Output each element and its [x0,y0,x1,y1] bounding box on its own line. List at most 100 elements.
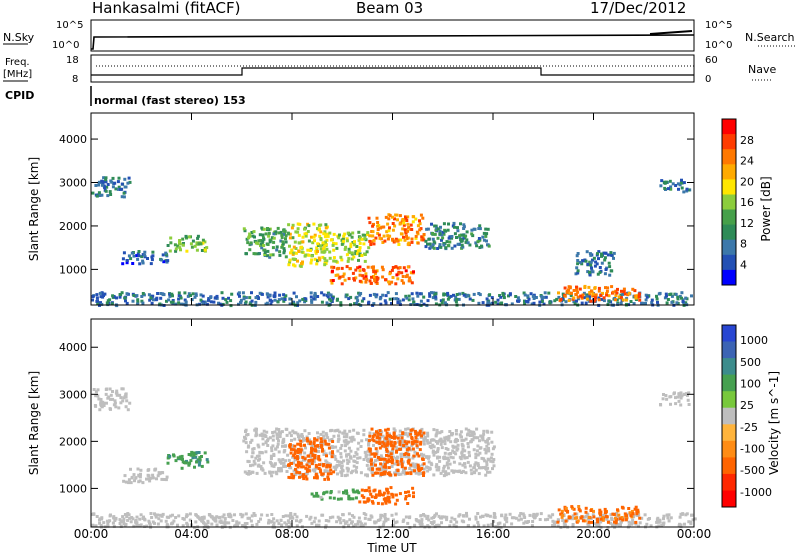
velocity-cell-r5 [407,453,411,457]
velocity-cell-r0 [362,512,366,515]
velocity-cell-r3 [322,437,326,441]
power-cell-r4 [294,230,298,234]
velocity-cell-r3 [432,453,436,457]
power-cell-r0 [357,291,361,295]
velocity-cell-r3 [391,455,395,459]
velocity-cell-r3 [426,441,430,445]
power-cell-r4 [328,231,332,235]
velocity-cell-r3 [261,442,265,446]
velocity-cell-r0 [181,524,185,528]
velocity-cell-r4 [301,473,305,477]
power-cell-r10 [589,263,593,267]
velocity-cell-r1 [127,478,131,482]
velocity-cell-r3 [345,435,349,439]
velocity-cell-r0 [260,513,264,517]
power-cell-r7 [464,240,468,244]
velocity-cell-r3 [414,462,418,466]
velocity-cell-r3 [262,461,266,465]
velocity-cell-r3 [400,434,404,437]
velocity-cell-r3 [449,452,453,455]
power-cell-r11 [671,182,675,186]
power-cell-r7 [466,241,470,245]
velocity-cell-r8 [564,506,568,510]
power-cell-r0 [602,299,606,303]
velocity-cell-r3 [442,464,446,468]
power-cell-r0 [517,299,520,303]
power-cell-r7 [482,238,486,242]
velocity-cell-r3 [367,441,371,444]
velocity-cell-r5 [406,460,410,464]
velocity-cell-r3 [468,434,472,437]
velocity-cell-r0 [684,513,688,517]
velocity-cell-r3 [426,469,430,473]
velocity-cell-r3 [270,449,274,453]
power-cell-r2 [187,235,191,239]
velocity-cell-r2 [193,465,196,469]
power-cell-r0 [455,293,459,296]
velocity-cell-r3 [426,431,430,435]
velocity-cell-r3 [300,433,304,436]
velocity-cell-r5 [392,431,396,435]
power-cell-r10 [584,259,588,263]
velocity-cell-r8 [598,508,602,512]
velocity-cell-r1 [137,473,141,477]
power-cell-r11 [676,182,680,186]
power-cell-r4 [317,223,321,227]
velocity-cell-r3 [370,464,374,468]
nsky-label: N.Sky [3,31,35,44]
velocity-cell-r0 [290,515,294,519]
power-colorbar-tick-label: 12 [740,217,754,230]
power-cell-r11 [663,186,667,190]
power-cell-r5 [354,250,358,254]
velocity-cell-r4 [299,461,303,465]
velocity-cell-r0 [521,512,525,516]
velocity-cell-r0 [157,517,161,521]
power-cell-r9 [585,297,589,301]
velocity-cell-r0 [188,518,192,522]
power-cell-r0 [443,301,447,305]
power-cell-r4 [291,223,295,227]
velocity-cell-r3 [479,446,483,450]
power-cell-r1 [141,261,145,265]
velocity-cell-r4 [327,442,331,446]
power-cell-r5 [339,255,343,259]
velocity-cell-r3 [489,456,493,460]
power-cell-r0 [159,292,163,295]
velocity-cell-r3 [271,431,275,434]
velocity-cell-r3 [398,429,402,433]
velocity-cell-r3 [243,470,247,474]
power-cell-r3 [274,230,278,234]
velocity-cell-r9 [109,393,113,397]
power-cell-r7 [436,227,440,231]
velocity-cell-r4 [301,455,305,459]
power-cell-r0 [446,291,450,295]
power-cell-r3 [284,237,287,241]
velocity-cell-r0 [413,523,417,527]
power-cell-r0 [453,298,457,302]
power-cell-r0 [433,293,437,297]
velocity-cell-r3 [328,470,331,474]
velocity-cell-r5 [387,472,390,476]
power-cell-r0 [455,297,459,301]
power-cell-r11 [664,180,668,184]
velocity-cell-r9 [124,392,128,396]
power-cell-r0 [405,296,409,300]
velocity-cell-r0 [655,520,659,524]
velocity-cell-r6 [337,490,341,494]
power-cell-r8 [404,269,408,273]
velocity-cell-r0 [614,512,618,516]
velocity-cell-r3 [452,460,456,464]
power-cell-r0 [356,299,360,303]
velocity-cell-r3 [316,435,320,439]
velocity-cell-r4 [305,437,309,441]
velocity-cell-r2 [195,451,199,455]
power-cell-r9 [621,298,625,302]
power-cell-r5 [363,233,367,237]
velocity-cell-r0 [553,520,557,524]
velocity-cell-r5 [385,453,388,457]
velocity-cell-r9 [102,404,106,407]
velocity-cell-r0 [657,524,661,528]
velocity-cell-r4 [300,465,304,469]
power-cell-r8 [342,272,346,276]
velocity-cell-r3 [479,466,483,470]
